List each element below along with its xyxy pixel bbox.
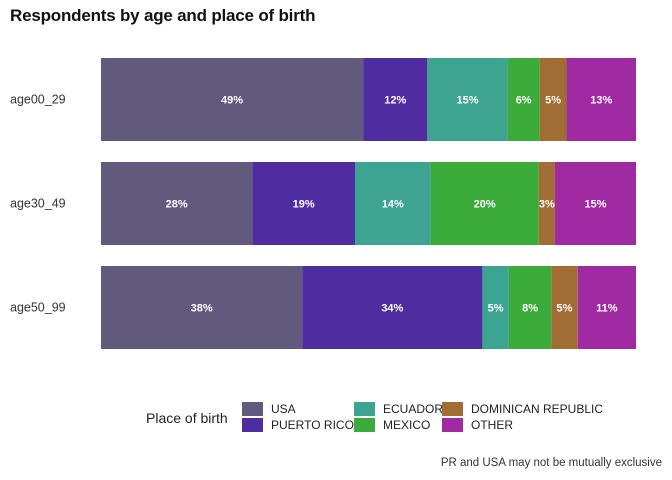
bar-segment: [551, 266, 578, 349]
bar-segment: [566, 58, 636, 141]
data-label: 5%: [488, 303, 504, 315]
data-label: 15%: [584, 199, 606, 211]
category-label: age30_49: [10, 197, 66, 211]
legend-label: PUERTO RICO: [271, 418, 354, 432]
bar-segment: [430, 162, 539, 245]
bar-segment: [482, 266, 509, 349]
bar-segment: [354, 162, 431, 245]
stacked-bar-chart: age00_29 49% 12% 15% 6% 5% 13% age30_49 28% 19% 14…: [10, 58, 636, 349]
chart-title: Respondents by age and place of birth: [10, 6, 316, 25]
bar-segment: [554, 162, 636, 245]
bar-segment: [101, 58, 364, 141]
legend-item: PUERTO RICO: [242, 418, 354, 432]
legend: Place of birth USA PUERTO RICO ECUADOR MEXI…: [146, 402, 646, 436]
legend-title: Place of birth: [146, 410, 228, 426]
data-label: 11%: [596, 303, 618, 315]
legend-swatch: [354, 418, 375, 432]
category-label: age50_99: [10, 301, 66, 315]
legend-item: OTHER: [442, 418, 513, 432]
data-label: 12%: [384, 95, 406, 107]
legend-item: MEXICO: [354, 418, 430, 432]
legend-label: MEXICO: [383, 418, 431, 432]
bar-segment: [427, 58, 508, 141]
data-label: 20%: [474, 199, 496, 211]
caption: PR and USA may not be mutually exclusive: [440, 457, 662, 469]
bar-segment: [101, 162, 253, 245]
legend-item: ECUADOR: [354, 402, 443, 416]
legend-swatch: [354, 402, 375, 416]
bar-segment: [539, 58, 567, 141]
data-label: 14%: [382, 199, 404, 211]
legend-label: USA: [271, 402, 296, 416]
category-label: age00_29: [10, 93, 66, 107]
data-label: 19%: [293, 199, 315, 211]
data-label: 38%: [191, 303, 213, 315]
legend-swatch: [442, 402, 463, 416]
data-label: 6%: [516, 95, 532, 107]
legend-item: DOMINICAN REPUBLIC: [442, 402, 603, 416]
bar-segment: [508, 266, 552, 349]
data-label: 5%: [557, 303, 573, 315]
legend-swatch: [442, 418, 463, 432]
bar-segment: [507, 58, 540, 141]
legend-swatch: [242, 418, 263, 432]
data-label: 34%: [381, 303, 403, 315]
bar-segment: [252, 162, 355, 245]
bar-segment: [101, 266, 303, 349]
bar-segment: [302, 266, 483, 349]
bar-segment: [538, 162, 555, 245]
legend-label: ECUADOR: [383, 402, 444, 416]
data-label: 15%: [456, 95, 478, 107]
data-label: 3%: [539, 199, 555, 211]
bar-segment: [363, 58, 428, 141]
legend-label: OTHER: [471, 418, 513, 432]
bar-segment: [577, 266, 636, 349]
data-label: 8%: [522, 303, 538, 315]
data-label: 13%: [590, 95, 612, 107]
legend-label: DOMINICAN REPUBLIC: [471, 402, 604, 416]
data-label: 49%: [221, 95, 243, 107]
legend-swatch: [242, 402, 263, 416]
data-label: 28%: [166, 199, 188, 211]
legend-item: USA: [242, 402, 296, 416]
data-label: 5%: [545, 95, 561, 107]
